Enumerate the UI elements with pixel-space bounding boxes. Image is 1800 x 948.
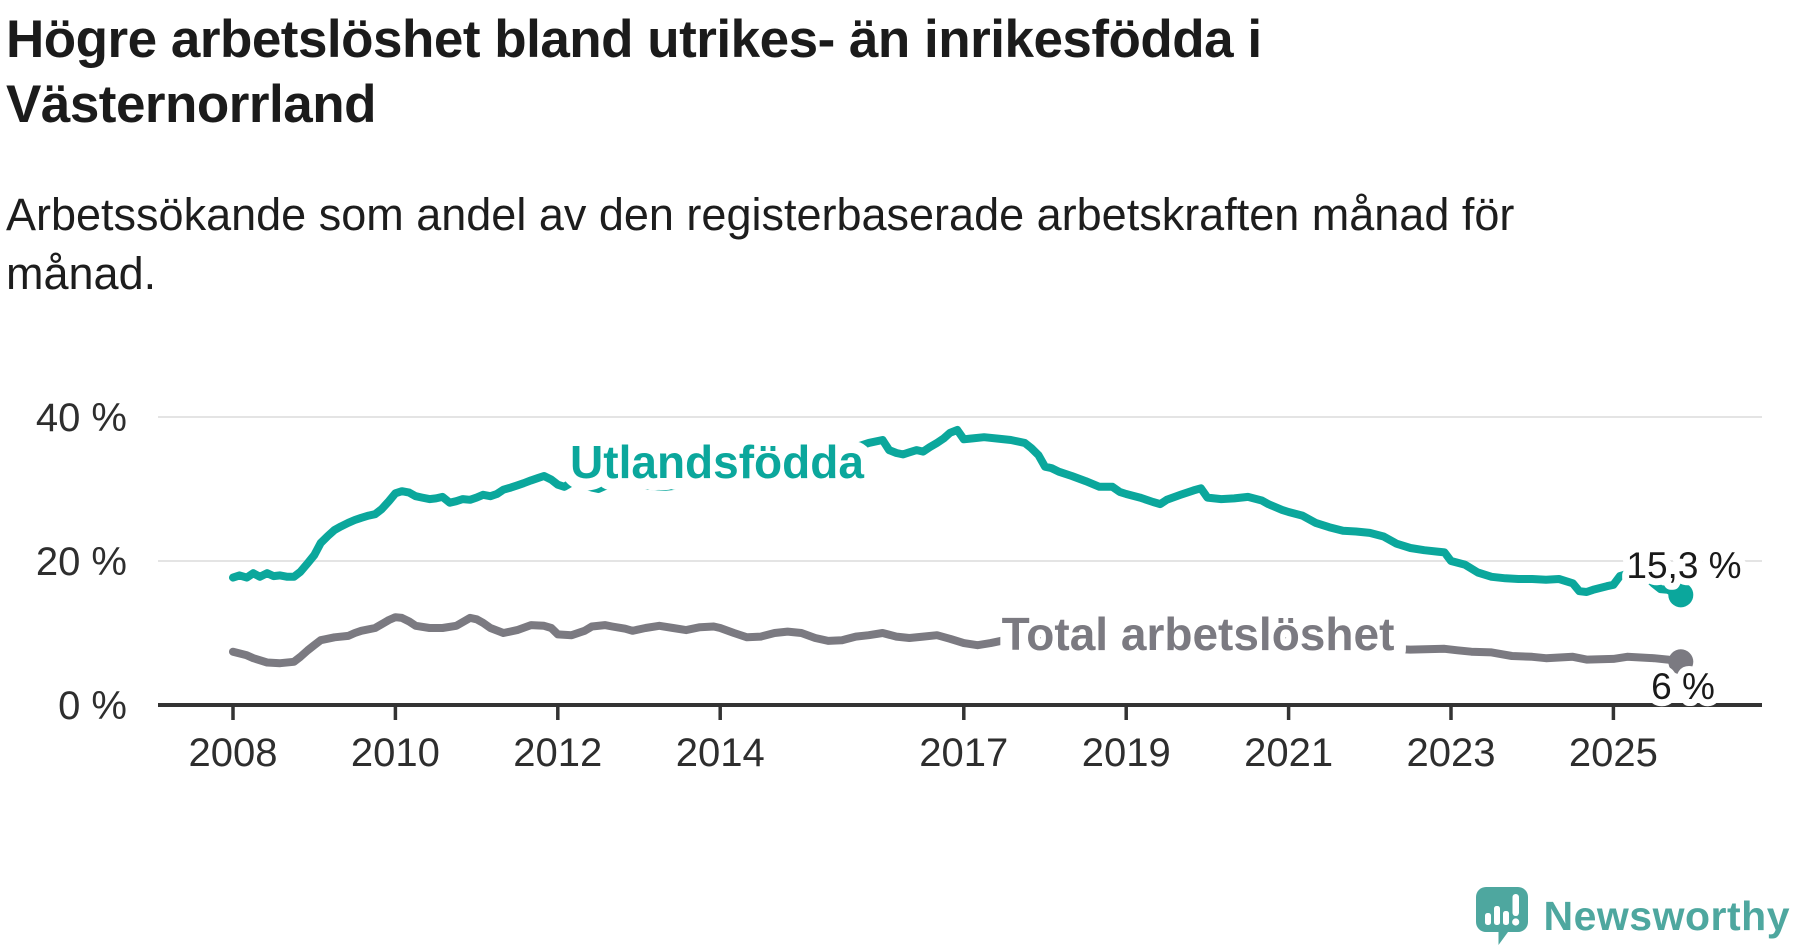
- x-tick-label: 2012: [513, 731, 602, 775]
- newsworthy-speech-bubble-chart-icon: [1475, 887, 1528, 945]
- y-tick-label: 0 %: [58, 684, 127, 728]
- series-endpoint-dot: [1668, 649, 1694, 675]
- x-tick-label: 2023: [1407, 731, 1496, 775]
- series-label: Utlandsfödda: [570, 436, 864, 488]
- x-tick-label: 2010: [351, 731, 440, 775]
- end-value-label: 15,3 %: [1626, 545, 1741, 586]
- newsworthy-logo-text: Newsworthy: [1543, 892, 1790, 939]
- series-label: Total arbetslöshet: [1002, 608, 1395, 660]
- series-line-total: [229, 613, 1685, 668]
- x-tick-label: 2014: [676, 731, 765, 775]
- series-endpoint-dot: [1668, 582, 1694, 608]
- chart-title: Högre arbetslöshet bland utrikes- än inr…: [6, 10, 1262, 134]
- x-tick-label: 2017: [919, 731, 1008, 775]
- x-tick-label: 2021: [1244, 731, 1333, 775]
- x-tick-label: 2025: [1569, 731, 1658, 775]
- newsworthy-logo: Newsworthy: [1475, 886, 1791, 946]
- series-line-utlandsfodda: [229, 426, 1685, 599]
- y-tick-label: 40 %: [36, 396, 127, 440]
- x-tick-label: 2008: [189, 731, 278, 775]
- end-value-label: 6 %: [1651, 666, 1715, 707]
- chart-subtitle: Arbetssökande som andel av den registerb…: [6, 189, 1515, 299]
- y-tick-label: 20 %: [36, 540, 127, 584]
- x-tick-label: 2019: [1082, 731, 1171, 775]
